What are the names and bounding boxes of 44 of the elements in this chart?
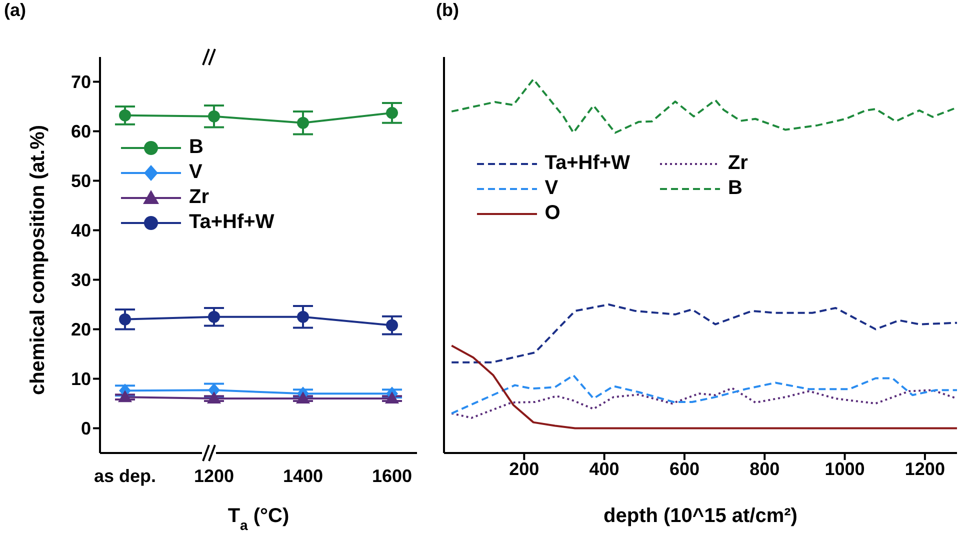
- point: [119, 109, 131, 122]
- y-tick-label: 0: [80, 418, 91, 439]
- y-tick-label: 10: [70, 369, 91, 390]
- point: [208, 310, 220, 323]
- point: [297, 310, 309, 323]
- legend-label: B: [189, 136, 204, 160]
- chart-title: (a): [4, 0, 26, 21]
- legend-label: V: [189, 161, 202, 184]
- x-tick-label: 200: [509, 458, 540, 479]
- x-tick-label: 1200: [904, 458, 945, 479]
- point: [385, 392, 399, 404]
- legend-label: B: [728, 177, 742, 200]
- x-tick-label: 1400: [282, 466, 324, 486]
- x-tick-label: 800: [750, 458, 780, 479]
- x-tick-label: 1600: [372, 466, 412, 486]
- legend-label: Zr: [189, 186, 210, 210]
- legend-label: O: [544, 202, 560, 226]
- legend-label: Ta+Hf+W: [189, 211, 274, 234]
- x-tick-label: 1200: [194, 466, 234, 486]
- x-tick-label: as dep.: [94, 466, 156, 486]
- point: [119, 313, 131, 326]
- point: [386, 106, 398, 119]
- x-tick-label: 400: [589, 458, 620, 479]
- legend-label: Ta+Hf+W: [544, 152, 630, 176]
- y-tick-label: 60: [70, 122, 91, 142]
- x-axis-title: depth (10^15 at/cm²): [604, 505, 798, 527]
- x-tick-label: 600: [669, 458, 700, 479]
- y-tick-label: 70: [70, 72, 91, 92]
- y-tick-label: 50: [70, 171, 91, 192]
- y-tick-label: 20: [70, 320, 91, 340]
- chart-title: (b): [436, 0, 459, 21]
- point: [386, 319, 398, 332]
- point: [208, 110, 220, 122]
- y-tick-label: 30: [70, 270, 91, 290]
- legend-label: V: [544, 177, 558, 200]
- y-axis-title: chemical composition (at.%): [27, 124, 50, 395]
- point: [297, 116, 309, 129]
- x-axis-title: T$_{a}$ (°C): [228, 505, 290, 533]
- legend-label: Zr: [728, 152, 748, 176]
- x-tick-label: 1000: [824, 458, 865, 479]
- point: [207, 392, 221, 404]
- point: [296, 392, 310, 404]
- y-tick-label: 40: [70, 220, 91, 241]
- point: [118, 390, 132, 402]
